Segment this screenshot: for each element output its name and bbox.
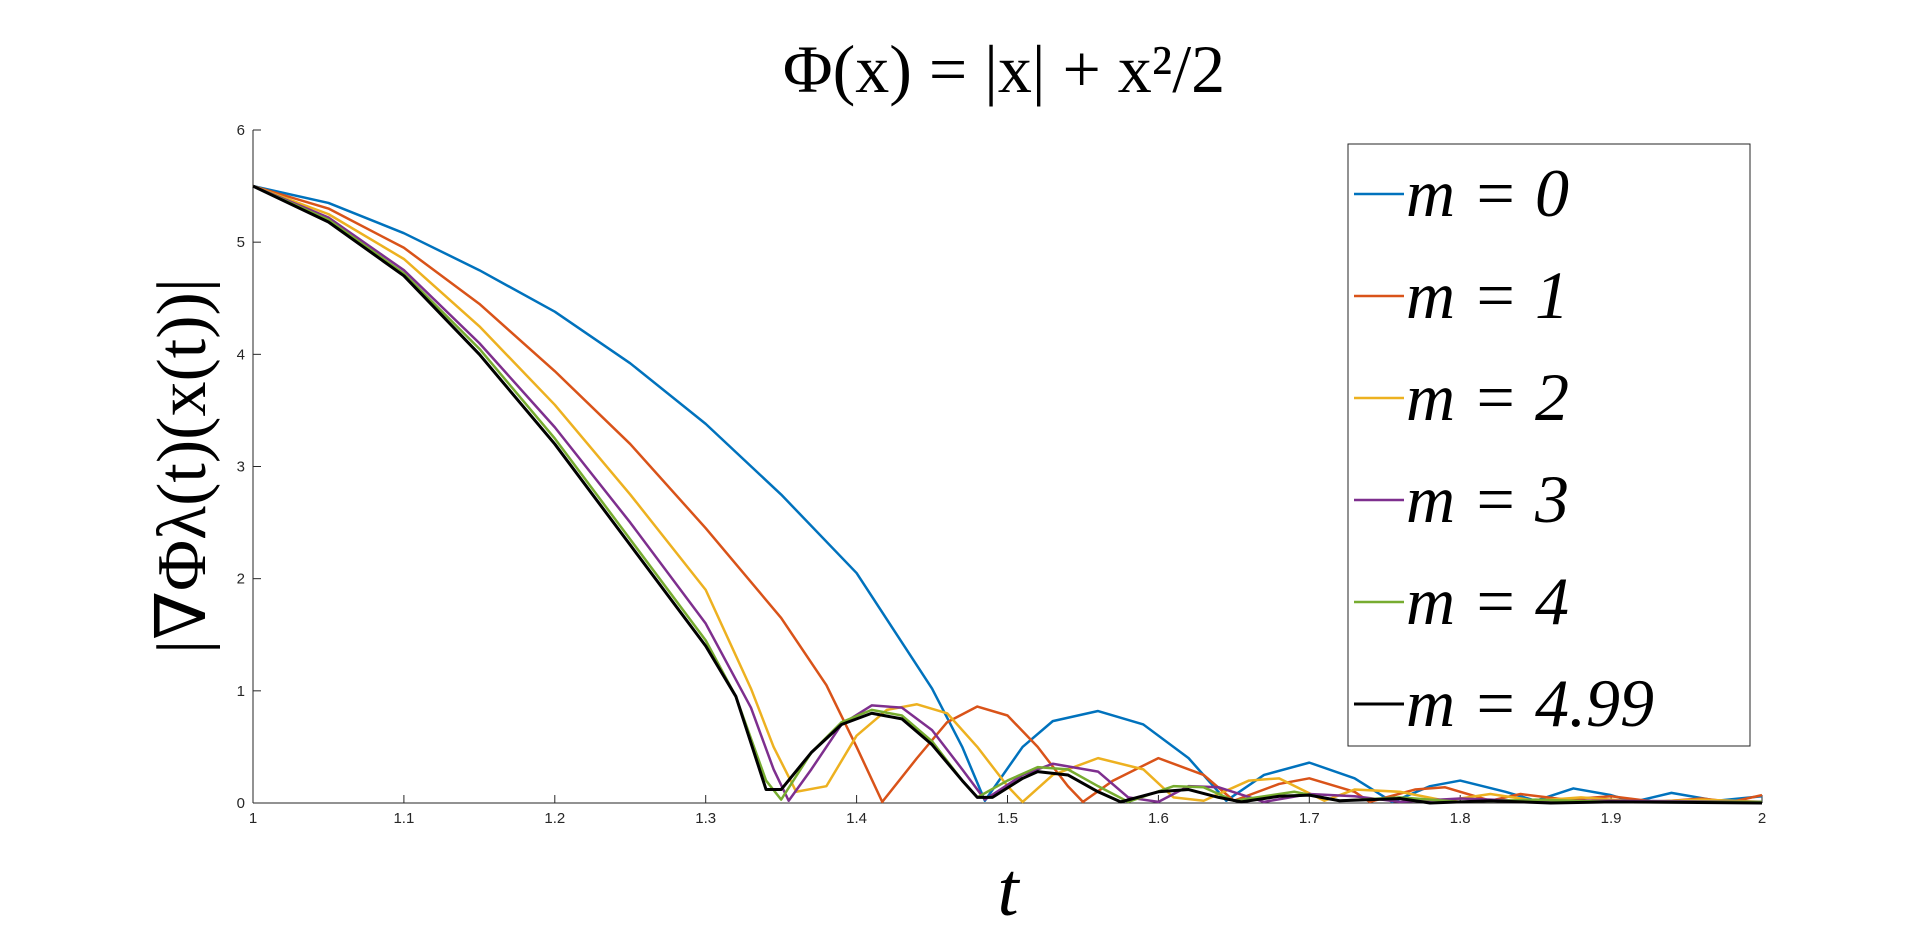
x-tick-label: 1.8 [1450,810,1471,827]
y-tick-label: 4 [237,346,245,363]
legend: m = 0 m = 1 m = 2 m = 3 m = 4 m = 4.99 [1347,143,1751,747]
series-line [252,184,1763,804]
y-tick-label: 5 [237,234,245,251]
x-tick-label: 2 [1758,810,1766,827]
y-tick-label: 3 [237,459,245,476]
series-line [252,184,1763,805]
legend-label: m = 4.99 [1406,665,1654,741]
y-tick-label: 6 [237,122,245,139]
legend-label: m = 2 [1406,359,1569,435]
x-tick-label: 1.6 [1148,810,1169,827]
y-tick-label: 2 [237,571,245,588]
y-tick-label: 1 [237,683,245,700]
legend-label: m = 0 [1406,155,1569,231]
y-tick-label: 0 [237,795,245,812]
legend-box [1347,143,1751,747]
x-tick-label: 1.9 [1601,810,1622,827]
x-tick-label: 1.3 [695,810,716,827]
x-tick-label: 1.7 [1299,810,1320,827]
x-tick-label: 1.5 [997,810,1018,827]
y-axis-label: |∇Φλ(t)(x(t))| [144,278,221,654]
chart-title: Φ(x) = |x| + x²/2 [783,31,1225,107]
x-axis-label: t [997,848,1020,932]
x-tick-label: 1.2 [544,810,565,827]
legend-label: m = 1 [1406,257,1569,333]
legend-label: m = 3 [1406,461,1569,537]
x-tick-label: 1.4 [846,810,867,827]
x-tick-label: 1 [249,810,257,827]
series-line [252,184,1763,804]
legend-label: m = 4 [1406,563,1569,639]
x-tick-label: 1.1 [393,810,414,827]
